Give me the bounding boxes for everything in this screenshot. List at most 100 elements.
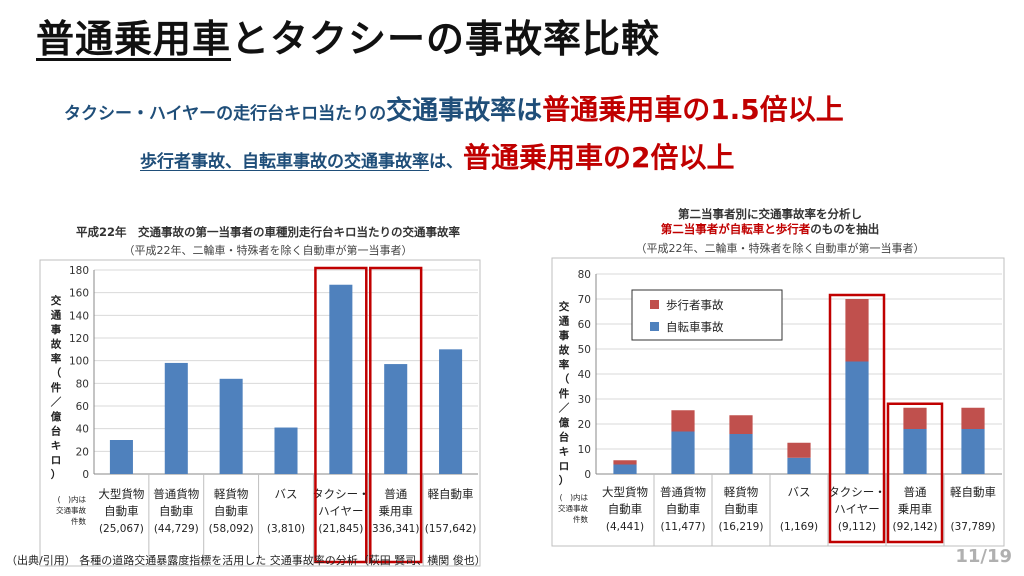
- x-category-label: 軽貨物: [214, 487, 249, 501]
- x-category-label: 軽自動車: [428, 487, 474, 501]
- x-count-label: (21,845): [318, 523, 363, 535]
- y-axis-label-char: 通: [559, 316, 570, 328]
- x-category-label: 軽自動車: [950, 485, 996, 499]
- y-tick-label: 80: [578, 269, 591, 281]
- y-tick-label: 30: [578, 394, 591, 406]
- highlight-box: [886, 402, 944, 544]
- y-axis-label-char: ）: [559, 474, 570, 487]
- y-axis-label-char: 率: [51, 352, 62, 365]
- x-category-label: 自動車: [159, 504, 194, 518]
- subtitle-line-1: タクシー・ハイヤーの走行台キロ当たりの交通事故率は普通乗用車の1.5倍以上: [64, 88, 844, 128]
- legend-swatch: [650, 300, 659, 309]
- bar-segment: [961, 407, 985, 429]
- y-tick-label: 10: [578, 444, 591, 456]
- x-category-label: 自動車: [214, 504, 249, 518]
- x-category-label: 大型貨物: [602, 485, 648, 499]
- bar-segment: [903, 407, 927, 429]
- bar: [109, 440, 133, 474]
- y-axis-label-char: ロ: [559, 461, 570, 473]
- y-tick-label: 70: [578, 294, 591, 306]
- bar-segment: [613, 460, 637, 465]
- y-axis-label-char: 事: [51, 323, 62, 336]
- page-title: 普通乗用車とタクシーの事故率比較: [36, 8, 660, 63]
- y-tick-label: 120: [69, 333, 89, 345]
- count-header-label: 件数: [71, 516, 86, 526]
- x-category-label: タクシー・: [312, 487, 370, 501]
- y-axis-label-char: 交: [559, 300, 570, 313]
- y-axis-label-char: 億: [51, 410, 62, 423]
- legend-label: 歩行者事故: [666, 298, 724, 312]
- x-category-label: ハイヤー: [834, 502, 879, 516]
- chart-subtitle: （平成22年、二輪車・特殊者を除く自動車が第一当事者）: [636, 241, 925, 255]
- y-tick-label: 100: [69, 356, 89, 368]
- x-category-label: 乗用車: [378, 504, 413, 518]
- x-count-label: (44,729): [154, 523, 199, 535]
- y-axis-label-char: ／: [51, 396, 62, 409]
- legend-swatch: [650, 322, 659, 331]
- x-category-label: バス: [788, 485, 811, 499]
- y-tick-label: 50: [578, 344, 591, 356]
- bar-segment: [729, 415, 753, 434]
- y-tick-label: 60: [578, 319, 591, 331]
- x-count-label: (4,441): [606, 521, 644, 533]
- x-count-label: (11,477): [661, 521, 706, 533]
- y-tick-label: 0: [82, 469, 89, 481]
- bar: [384, 364, 408, 474]
- y-axis-label-char: 台: [51, 425, 62, 438]
- y-axis-label-char: キ: [559, 446, 570, 458]
- bar-segment: [671, 431, 695, 474]
- bar-segment: [961, 429, 985, 474]
- bar-segment: [671, 410, 695, 432]
- y-tick-label: 20: [76, 446, 89, 458]
- plot-frame: [39, 259, 481, 567]
- bar-segment: [787, 457, 811, 474]
- bar: [164, 362, 188, 474]
- subtitle1-part3: は: [516, 96, 543, 126]
- y-axis-label-char: 台: [559, 431, 570, 444]
- page-number: 11/19: [955, 546, 1012, 567]
- bar-segment: [613, 464, 637, 474]
- y-tick-label: 80: [76, 378, 89, 390]
- bar-segment: [845, 299, 869, 362]
- y-tick-label: 60: [76, 401, 89, 413]
- highlight-box: [314, 266, 368, 564]
- y-axis-label-char: ロ: [51, 455, 62, 467]
- chart-title-2: 第二当事者が自転車と歩行者のものを抽出: [661, 222, 880, 236]
- bar: [219, 378, 243, 474]
- x-count-label: (16,219): [719, 521, 764, 533]
- y-axis-label-char: 通: [51, 310, 62, 322]
- subtitle-line-2: 歩行者事故、自転車事故の交通事故率は、普通乗用車の2倍以上: [140, 136, 734, 176]
- bar-segment: [787, 442, 811, 458]
- x-category-label: 大型貨物: [98, 487, 144, 501]
- subtitle1-part2: 交通事故率: [386, 96, 517, 126]
- x-count-label: 336,341): [372, 523, 420, 535]
- chart-title: 第二当事者別に交通事故率を分析し: [678, 207, 862, 221]
- x-category-label: 普通貨物: [153, 487, 199, 501]
- legend-label: 自転車事故: [666, 320, 724, 334]
- x-category-label: バス: [275, 487, 298, 501]
- y-axis-label-char: 件: [559, 387, 570, 400]
- bar: [329, 284, 353, 474]
- y-axis-label-char: ／: [559, 402, 570, 415]
- highlight-box: [828, 293, 886, 544]
- chart-subtitle: （平成22年、二輪車・特殊者を除く自動車が第一当事者）: [124, 243, 413, 257]
- chart-title: 平成22年 交通事故の第一当事者の車種別走行台キロ当たりの交通事故率: [76, 225, 460, 239]
- subtitle2-part1: 歩行者事故、自転車事故の交通事故率: [140, 152, 429, 172]
- x-count-label: (157,642): [425, 523, 477, 535]
- x-category-label: 自動車: [666, 502, 701, 516]
- y-tick-label: 0: [584, 469, 591, 481]
- x-category-label: 乗用車: [898, 502, 933, 516]
- x-count-label: (92,142): [893, 521, 938, 533]
- x-count-label: (37,789): [951, 521, 996, 533]
- bar: [439, 349, 463, 474]
- x-category-label: 普通: [904, 485, 927, 499]
- x-count-label: (1,169): [780, 521, 818, 533]
- chart-accident-rate-by-vehicle: 平成22年 交通事故の第一当事者の車種別走行台キロ当たりの交通事故率 （平成22年…: [39, 225, 481, 567]
- count-header-label: ( )内は: [58, 494, 87, 504]
- y-axis-label-char: ）: [51, 468, 62, 481]
- y-tick-label: 40: [578, 369, 591, 381]
- y-axis-label-char: 億: [559, 416, 570, 429]
- x-category-label: 普通貨物: [660, 485, 706, 499]
- y-tick-label: 180: [69, 265, 89, 277]
